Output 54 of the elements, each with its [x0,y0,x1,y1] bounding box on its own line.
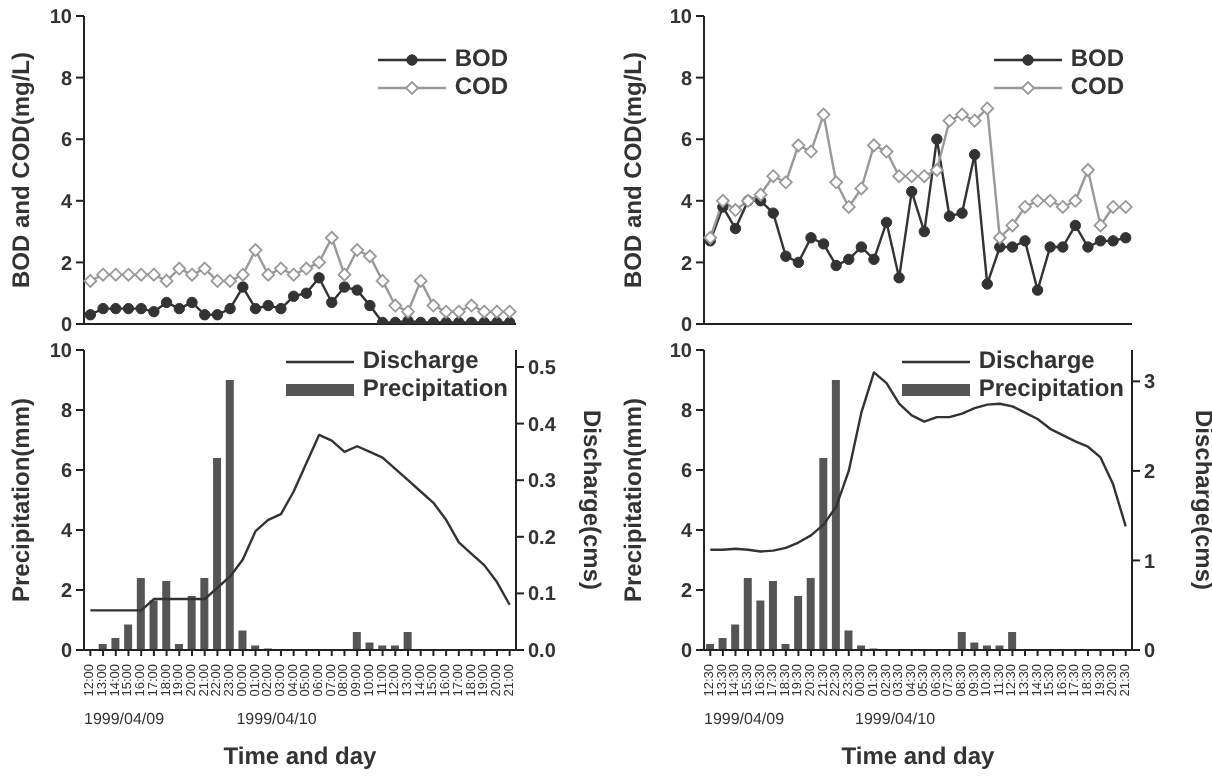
y-axis-title: BOD and COD(mg/L) [6,52,35,288]
y2-tick-label: 0.1 [528,584,557,607]
y2-tick-label: 3 [1144,372,1156,395]
y2-tick-label: 0.2 [528,527,557,550]
y-tick-label: 0 [60,641,73,664]
text: 1999/04/09 [84,710,165,728]
x-axis-title: Time and day [839,742,997,770]
y-tick-label: 4 [60,521,73,544]
y-tick-label: 8 [60,401,73,424]
y2-axis-title: Discharge(cms) [1189,409,1212,591]
y-axis-title: Precipitation(mm) [6,397,35,603]
y-tick-label: 0 [680,315,693,338]
legend-label: Discharge [360,346,481,374]
y-tick-label: 2 [680,581,693,604]
y2-tick-label: 1 [1144,551,1156,574]
y2-tick-label: 2 [1144,462,1156,484]
y-tick-label: 4 [680,191,693,214]
y2-tick-label: 0 [1144,641,1156,664]
y-tick-label: 6 [60,130,73,153]
y-tick-label: 8 [60,68,73,91]
y-axis-title: BOD and COD(mg/L) [618,52,647,288]
y2-tick-label: 0.3 [528,471,557,494]
y2-tick-label: 0.5 [528,358,557,381]
text: 1999/04/10 [855,710,936,728]
y-axis-title: Precipitation(mm) [618,397,647,603]
legend-label: COD [452,72,508,100]
text: 1999/04/10 [236,710,317,728]
x-axis-title: Time and day [221,742,379,770]
legend-label: Precipitation [360,374,508,402]
legend-label: BOD [1068,44,1124,72]
y-tick-label: 0 [680,641,693,664]
y-tick-label: 6 [680,130,693,153]
y-tick-label: 4 [680,521,693,544]
y-tick-label: 10 [669,7,693,30]
y-tick-label: 4 [60,191,73,214]
y-tick-label: 8 [680,68,693,91]
y-tick-label: 10 [669,341,693,364]
legend-label: COD [1068,72,1124,100]
y-tick-label: 2 [680,253,693,276]
legend-label: BOD [452,44,508,72]
y-tick-label: 10 [49,7,73,30]
y-tick-label: 2 [60,253,73,276]
y-tick-label: 10 [49,341,73,364]
y2-tick-label: 0.0 [528,641,557,664]
y-tick-label: 2 [60,581,73,604]
y2-tick-label: 0.4 [528,414,557,437]
legend-label: Discharge [976,346,1097,374]
y2-axis-title: Discharge(cms) [577,409,606,591]
y-tick-label: 6 [680,461,693,484]
legend-label: Precipitation [976,374,1124,402]
text: 1999/04/09 [704,710,785,728]
y-tick-label: 0 [60,315,73,338]
y-tick-label: 8 [680,401,693,424]
y-tick-label: 6 [60,461,73,484]
